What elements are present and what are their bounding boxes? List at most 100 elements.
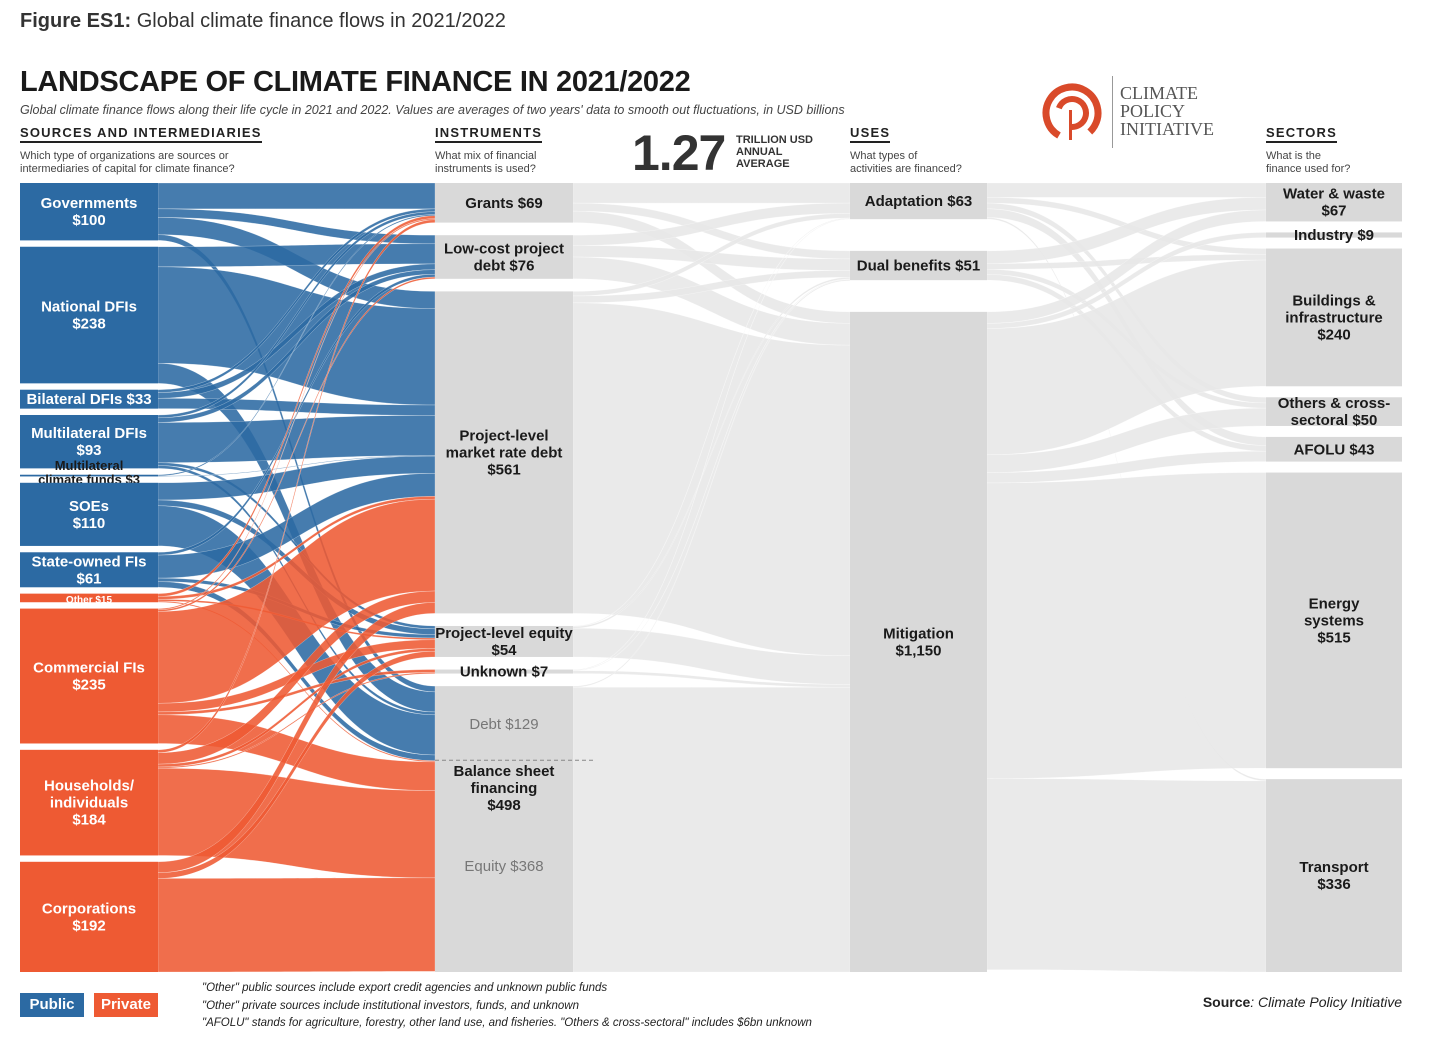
instrument-label-unknown: Unknown $7 [460,664,548,681]
use-node-dual-benefits [850,250,987,281]
sector-label-buildings-infrastructure: Buildings & infrastructure $240 [1285,292,1383,343]
source-label-governments: Governments $100 [41,195,138,229]
source-label-corporations: Corporations $192 [42,900,136,934]
source-node-commercial-fis [20,608,158,744]
source-label-line: $61 [76,570,101,587]
source-node-other [20,593,158,603]
instrument-label-grants: Grants $69 [465,195,543,212]
total-unit-line1: TRILLION USD [736,134,813,146]
source-label-line: individuals [50,795,128,812]
instrument-label-project-level-equity: Project-level equity $54 [435,625,573,659]
cpi-logo-icon [1042,83,1102,143]
sector-label-line: Buildings & [1292,292,1375,309]
source-label-line: SOEs [69,498,109,515]
footnote-1: "Other" public sources include export cr… [202,982,608,994]
logo-line2: POLICY [1120,101,1186,121]
sector-label-line: $515 [1317,629,1350,646]
sources-question-line1: Which type of organizations are sources … [20,150,229,162]
sector-label-line: systems [1304,612,1364,629]
source-label-soes: SOEs $110 [69,498,109,532]
instrument-label-line: Grants $69 [465,195,543,212]
sector-node-industry [1266,232,1402,238]
flows [157,182,1267,973]
source-label: Source [1202,994,1251,1010]
flow-corporations-to-balance-sheet-financing [157,877,436,973]
source-label-line: Commercial FIs [33,660,145,677]
source-label-line: $93 [76,442,101,459]
sector-label-line: Others & cross- [1278,395,1391,412]
sector-label-line: Energy [1309,595,1361,612]
source-label-line: Multilateral [55,458,124,473]
instruments-question-line2: instruments is used? [435,163,536,175]
flow-adaptation-to-water-waste [986,182,1267,198]
total-unit: TRILLION USD ANNUAL AVERAGE [736,134,816,170]
sources-question-line2: intermediaries of capital for climate fi… [20,163,235,175]
footnote-3: "AFOLU" stands for agriculture, forestry… [202,1017,812,1029]
use-label-adaptation: Adaptation $63 [865,193,973,210]
chart-subtitle: Global climate finance flows along their… [20,103,845,117]
sector-label-line: $67 [1321,203,1346,220]
source-label-line: Bilateral DFIs $33 [26,391,151,408]
flow-balance-sheet-financing-to-dual-benefits [572,279,851,688]
footnote-2: "Other" private sources include institut… [202,999,580,1012]
flow-multilateral-dfis-to-project-level-market-rate-debt [157,415,436,463]
sources-column-title: SOURCES AND INTERMEDIARIES [20,125,262,143]
instrument-label-balance-sheet-financing: Balance sheet financing $498 [454,763,555,814]
use-node-adaptation [850,183,987,220]
source-node-multilateral-dfis [20,414,158,469]
label-debt: Debt $129 [469,716,538,733]
sources-column-question: Which type of organizations are sources … [20,150,280,176]
source-node-governments [20,183,158,241]
instruments-question-line1: What mix of financial [435,150,537,162]
source-node-corporations [20,861,158,972]
sector-label-transport: Transport $336 [1299,859,1368,893]
source-label-line: Corporations [42,900,136,917]
sectors-column-title: SECTORS [1266,125,1338,143]
source-credit: Source: Climate Policy Initiative [1203,994,1402,1010]
total-value: 1.27 [632,125,726,181]
source-node-bilateral-dfis [20,389,158,409]
sectors-question-line2: finance used for? [1266,163,1351,175]
legend-public: Public [20,993,84,1017]
instrument-label-line: Unknown $7 [460,664,548,681]
use-label-line: Mitigation [883,625,954,642]
sector-label-line: Industry $9 [1294,227,1374,244]
uses-column-question: What types of activities are financed? [850,150,1000,176]
instrument-label-line: Low-cost project [444,240,564,257]
sector-label-water-waste: Water & waste $67 [1283,186,1385,220]
flow-dual-benefits-to-water-waste [986,197,1267,264]
source-label-commercial-fis: Commercial FIs $235 [33,660,145,694]
total-unit-line3: AVERAGE [736,158,790,170]
instrument-node-project-level-equity [435,625,573,657]
flow-mitigation-to-transport [986,778,1267,973]
instrument-node-balance-sheet-financing [435,686,573,972]
use-label-line: $1,150 [896,642,942,659]
use-label-line: Adaptation $63 [865,193,973,210]
source-label-line: Households/ [44,778,135,795]
sector-node-transport [1266,779,1402,972]
instrument-label-line: Balance sheet [454,763,555,780]
source-label-line: Other $15 [66,595,113,606]
instruments-column-title: INSTRUMENTS [435,125,543,143]
instrument-label-line: debt $76 [474,257,535,274]
cpi-logo-text: CLIMATE POLICY INITIATIVE [1120,84,1240,138]
instrument-label-line: market rate debt [446,444,563,461]
source-label-line: National DFIs [41,299,137,316]
flow-balance-sheet-financing-to-mitigation [572,687,851,973]
sector-node-energy-systems [1266,472,1402,769]
use-label-line: Dual benefits $51 [857,258,980,275]
instrument-label-line: financing [471,780,538,797]
instrument-node-grants [435,183,573,223]
source-label-line: $184 [72,812,106,829]
sector-node-others-cross-sectoral [1266,397,1402,426]
sector-node-buildings-infrastructure [1266,248,1402,387]
logo-divider [1112,76,1113,148]
flow-governments-to-grants [157,182,436,210]
sector-node-afolu [1266,436,1402,462]
flow-mitigation-to-energy-systems [986,472,1267,779]
instrument-label-line: $498 [487,797,520,814]
instrument-label-line: $54 [491,642,517,659]
legend-private: Private [94,993,158,1017]
instruments-column-question: What mix of financial instruments is used… [435,150,585,176]
